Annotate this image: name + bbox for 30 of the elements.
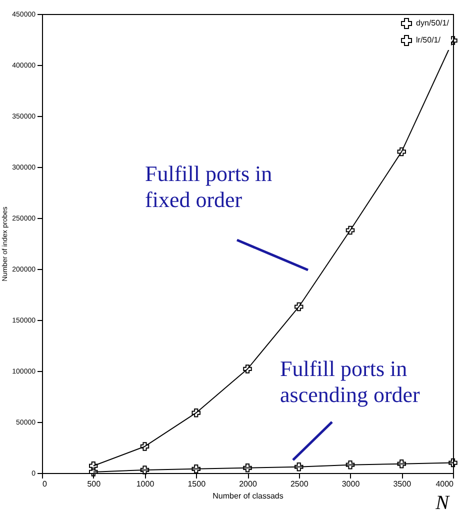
point (89, 468, 98, 476)
point (397, 459, 406, 468)
point (140, 466, 150, 474)
point (294, 302, 304, 312)
x-tick-label: 1000 (136, 480, 155, 488)
x-axis-title: Number of classads (212, 492, 284, 500)
point (448, 458, 458, 468)
point (140, 442, 150, 451)
point (294, 462, 304, 472)
x-tick-label: 500 (87, 480, 102, 488)
x-tick-label: 0 (42, 480, 48, 488)
x-tick-label: 3000 (342, 480, 360, 488)
x-tick-label: 4000 (436, 480, 454, 488)
point (397, 147, 406, 156)
point (243, 464, 252, 472)
annotation: Fulfill ports in fixed order (145, 161, 272, 212)
point (192, 464, 200, 474)
x-tick-label: 1500 (188, 480, 206, 488)
x-tick-label: 2500 (290, 480, 309, 488)
point (192, 408, 200, 418)
x-tick-label: 2000 (239, 480, 258, 488)
annotation: Fulfill ports in ascending order (280, 356, 421, 407)
legend-label: dyn/50/1/ (416, 18, 450, 28)
point (346, 226, 355, 235)
point (243, 364, 252, 374)
x-tick-label: 3500 (393, 480, 412, 488)
legend-label: lr/50/1/ (416, 36, 442, 44)
point (346, 460, 355, 470)
point (89, 461, 98, 470)
text: N (434, 492, 451, 510)
